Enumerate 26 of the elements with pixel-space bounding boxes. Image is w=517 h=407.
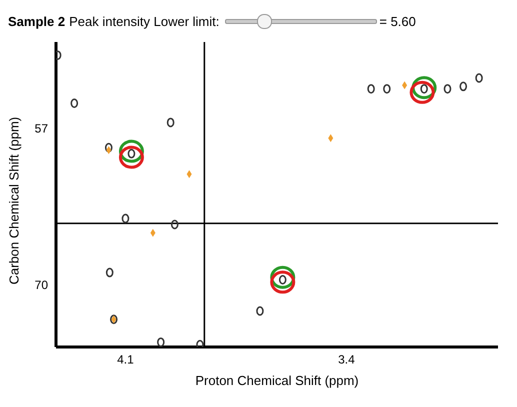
point <box>122 214 130 224</box>
point <box>256 306 264 316</box>
point <box>270 270 296 294</box>
point <box>383 84 391 94</box>
text: = 5.60 <box>379 14 416 28</box>
chart-title: Sample 2 <box>8 14 66 28</box>
x-tick-label: 4.1 <box>117 352 134 367</box>
point <box>196 340 204 347</box>
point <box>475 73 483 83</box>
chart-subtitle: Peak intensity Lower limit: <box>69 14 220 28</box>
point <box>70 98 78 108</box>
y-tick-label: 70 <box>34 278 48 292</box>
point <box>444 84 452 94</box>
point <box>104 142 112 152</box>
y-tick-label: 57 <box>34 122 48 136</box>
x-tick-label: 3.4 <box>338 352 356 367</box>
point <box>157 337 165 347</box>
point <box>460 82 468 92</box>
x-axis-title: Proton Chemical Shift (ppm) <box>195 373 359 388</box>
point <box>367 84 375 94</box>
point <box>106 268 114 278</box>
point <box>118 146 144 169</box>
y-axis-title: Carbon Chemical Shift (ppm) <box>6 116 22 284</box>
point <box>170 220 178 230</box>
point <box>410 80 435 104</box>
point <box>166 118 174 128</box>
